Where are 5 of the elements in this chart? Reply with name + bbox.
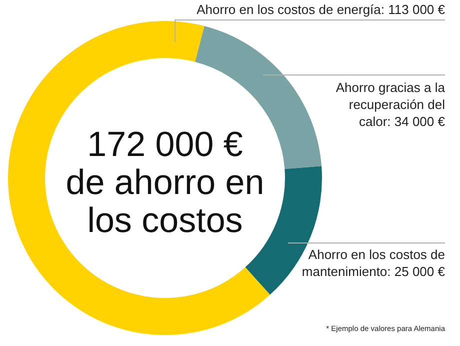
donut-slice [8,21,270,335]
slice-label: Ahorro gracias a la recuperación del calor: 34 000 € [334,79,445,130]
text: 172 000 € de ahorro en los costos [66,125,264,240]
slice-label: Ahorro en los costos de mantenimiento: 25 000 € [300,246,445,280]
slice-label: Ahorro en los costos de energía: 113 000 € [196,1,445,18]
